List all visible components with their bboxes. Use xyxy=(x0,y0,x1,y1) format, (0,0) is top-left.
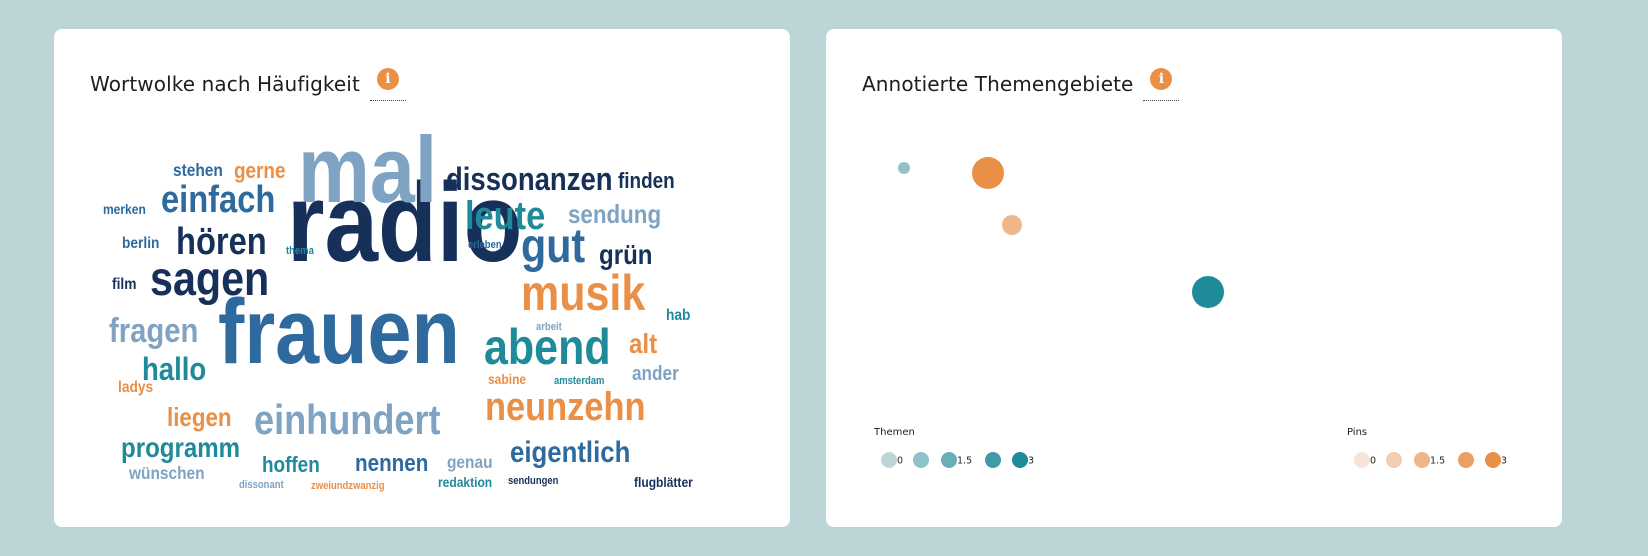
word-einfach[interactable]: einfach xyxy=(161,178,275,221)
bubble-pins[interactable] xyxy=(1002,215,1022,235)
word-wünschen[interactable]: wünschen xyxy=(128,463,205,483)
info-icon: i xyxy=(1150,68,1173,90)
word-ander[interactable]: ander xyxy=(632,362,679,385)
legend_themen-legend-swatch xyxy=(985,452,1001,468)
legend_themen-legend-label: 1.5 xyxy=(957,456,972,467)
word-sagen[interactable]: sagen xyxy=(150,252,269,306)
topics-card: Annotierte Themengebiete i Themen 0 1.5 3 Pi… xyxy=(826,29,1562,527)
word-zweiundzwanzig[interactable]: zweiundzwanzig xyxy=(311,480,385,492)
legend_pins-legend-label: 0 xyxy=(1370,456,1376,467)
word-dissonanzen[interactable]: dissonanzen xyxy=(446,162,613,197)
word-arbeit[interactable]: arbeit xyxy=(536,321,562,333)
word-erleben[interactable]: erleben xyxy=(468,239,502,251)
word-hab[interactable]: hab xyxy=(666,306,690,324)
wordcloud-header: Wortwolke nach Häufigkeit i xyxy=(90,67,406,101)
topics-header: Annotierte Themengebiete i xyxy=(862,67,1180,101)
word-ladys[interactable]: ladys xyxy=(118,378,153,396)
word-programm[interactable]: programm xyxy=(121,431,240,463)
legend_pins-legend-swatch xyxy=(1354,452,1370,468)
word-liegen[interactable]: liegen xyxy=(167,403,232,432)
topics-title: Annotierte Themengebiete xyxy=(862,72,1134,96)
legend_themen-legend-swatch xyxy=(881,452,897,468)
bubble-themen[interactable] xyxy=(1192,276,1224,308)
word-musik[interactable]: musik xyxy=(521,265,645,321)
legend_themen-legend-swatch xyxy=(913,452,929,468)
word-frauen[interactable]: frauen xyxy=(218,280,460,383)
word-hoffen[interactable]: hoffen xyxy=(262,453,320,478)
legend_pins-legend-swatch xyxy=(1485,452,1501,468)
word-grün[interactable]: grün xyxy=(599,238,652,270)
wordcloud-info-button[interactable]: i xyxy=(369,67,406,101)
info-underline xyxy=(1143,100,1180,101)
word-genau[interactable]: genau xyxy=(447,452,493,472)
word-nennen[interactable]: nennen xyxy=(355,450,428,477)
topics-info-button[interactable]: i xyxy=(1143,67,1180,101)
info-icon: i xyxy=(376,68,399,90)
legend_themen-legend-swatch xyxy=(941,452,957,468)
word-gut[interactable]: gut xyxy=(521,219,585,273)
word-stehen[interactable]: stehen xyxy=(173,160,223,180)
bubble-themen[interactable] xyxy=(898,162,910,174)
word-redaktion[interactable]: redaktion xyxy=(438,474,492,490)
legend_pins-legend-swatch xyxy=(1458,452,1474,468)
word-merken[interactable]: merken xyxy=(103,201,146,217)
word-sabine[interactable]: sabine xyxy=(488,371,526,387)
word-mal[interactable]: mal xyxy=(298,117,437,222)
word-einhundert[interactable]: einhundert xyxy=(254,398,441,444)
legend_pins-legend-title: Pins xyxy=(1347,427,1367,438)
word-sendung[interactable]: sendung xyxy=(568,200,661,229)
legend_themen-legend-label: 3 xyxy=(1028,456,1034,467)
legend_pins-legend-label: 3 xyxy=(1501,456,1507,467)
legend_pins-legend-swatch xyxy=(1414,452,1430,468)
word-finden[interactable]: finden xyxy=(618,169,675,194)
legend_themen-legend-label: 0 xyxy=(897,456,903,467)
legend_themen-legend-title: Themen xyxy=(873,427,915,438)
word-film[interactable]: film xyxy=(112,275,136,293)
word-alt[interactable]: alt xyxy=(629,327,657,359)
word-radio[interactable]: radio xyxy=(287,160,522,285)
word-hallo[interactable]: hallo xyxy=(142,352,206,387)
word-flugblätter[interactable]: flugblätter xyxy=(634,474,693,490)
word-berlin[interactable]: berlin xyxy=(122,234,159,252)
word-thema[interactable]: thema xyxy=(286,245,314,257)
word-neunzehn[interactable]: neunzehn xyxy=(485,384,645,429)
word-gerne[interactable]: gerne xyxy=(234,159,285,184)
word-sendungen[interactable]: sendungen xyxy=(508,475,558,487)
wordcloud-card: Wortwolke nach Häufigkeit i radio frauen m… xyxy=(54,29,790,527)
wordcloud-title: Wortwolke nach Häufigkeit xyxy=(90,72,360,96)
word-hören[interactable]: hören xyxy=(176,220,267,263)
topics-bubble-chart: Themen 0 1.5 3 Pins 0 1.5 3 xyxy=(873,157,1507,468)
word-amsterdam[interactable]: amsterdam xyxy=(554,375,604,387)
word-abend[interactable]: abend xyxy=(484,319,611,375)
legend_themen-legend-swatch xyxy=(1012,452,1028,468)
legend_pins-legend-swatch xyxy=(1386,452,1402,468)
legend_pins-legend-label: 1.5 xyxy=(1430,456,1445,467)
bubble-pins[interactable] xyxy=(972,157,1004,189)
word-eigentlich[interactable]: eigentlich xyxy=(510,435,630,468)
info-underline xyxy=(369,100,406,101)
word-dissonant[interactable]: dissonant xyxy=(239,479,284,491)
word-leute[interactable]: leute xyxy=(465,193,545,238)
word-fragen[interactable]: fragen xyxy=(109,311,198,350)
